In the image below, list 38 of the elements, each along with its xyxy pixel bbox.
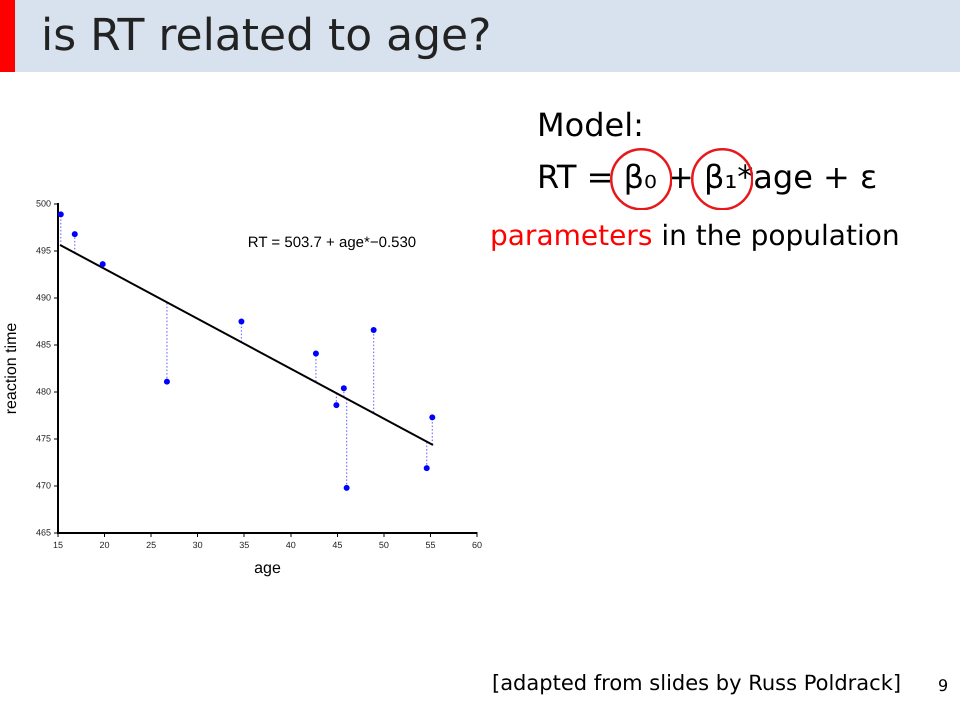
point bbox=[312, 350, 319, 356]
x-tick-label: 25 bbox=[146, 540, 156, 550]
y-tick-label: 500 bbox=[36, 198, 51, 208]
text: parameters in the population bbox=[490, 219, 900, 253]
point bbox=[429, 414, 436, 420]
x-tick-label: 30 bbox=[192, 540, 203, 550]
y-tick-label: 470 bbox=[36, 480, 51, 490]
chart-title: is RT related to age? bbox=[41, 10, 492, 62]
text: [adapted from slides by Russ Poldrack] bbox=[492, 671, 902, 696]
y-tick-label: 490 bbox=[36, 292, 51, 302]
x-tick-label: 15 bbox=[52, 540, 64, 550]
point bbox=[58, 211, 64, 218]
point bbox=[100, 261, 106, 268]
y-axis-title: reaction time bbox=[3, 322, 20, 414]
x-tick-label: 20 bbox=[100, 540, 110, 550]
x-tick-label: 50 bbox=[378, 540, 389, 550]
point bbox=[333, 402, 340, 408]
y-tick-label: 495 bbox=[36, 245, 51, 256]
text: 9 bbox=[938, 676, 948, 695]
x-tick-label: 35 bbox=[239, 540, 250, 550]
x-tick-label: 55 bbox=[425, 540, 436, 550]
point bbox=[370, 326, 377, 333]
text: Model: bbox=[537, 106, 644, 144]
x-axis-title: age bbox=[254, 560, 281, 577]
x-tick-label: 60 bbox=[472, 540, 482, 550]
point bbox=[164, 378, 170, 385]
x-tick-label: 45 bbox=[332, 540, 342, 550]
point bbox=[238, 318, 244, 324]
annotation: RT = 503.7 + age*−0.530 bbox=[248, 234, 416, 251]
y-tick-label: 465 bbox=[36, 527, 51, 538]
point bbox=[344, 484, 350, 491]
y-tick-label: 475 bbox=[36, 433, 51, 444]
x-tick-label: 40 bbox=[286, 540, 296, 550]
point bbox=[72, 231, 78, 238]
point bbox=[340, 385, 347, 392]
y-tick-label: 485 bbox=[36, 339, 51, 350]
point bbox=[424, 465, 430, 472]
y-tick-label: 480 bbox=[36, 386, 51, 396]
